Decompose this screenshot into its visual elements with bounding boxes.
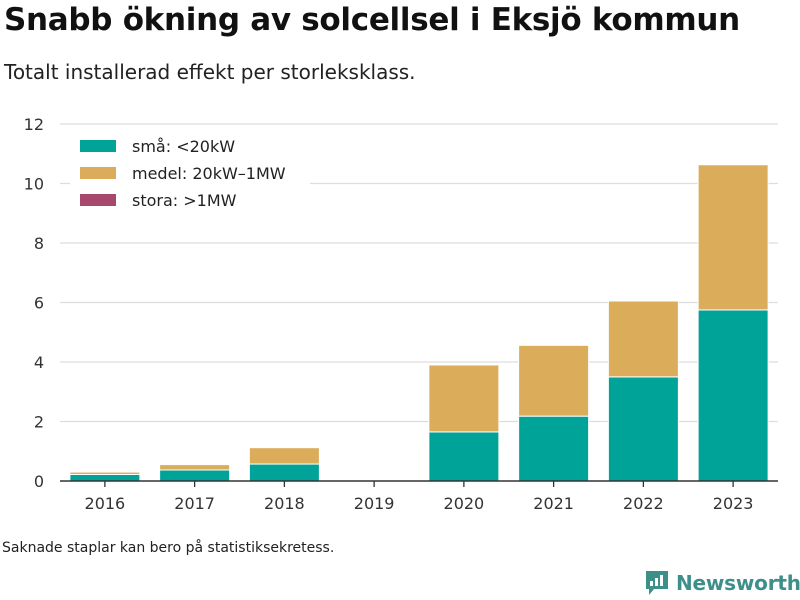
y-tick-label-2: 2 [34, 413, 44, 432]
bar-2018-series-0 [248, 463, 320, 482]
bar-2020-series-0 [428, 431, 500, 482]
x-tick-label-2020: 2020 [444, 494, 485, 513]
legend: små: <20kW medel: 20kW–1MW stora: >1MW [70, 133, 310, 213]
chart-subtitle: Totalt installerad effekt per storlekskl… [4, 60, 416, 84]
bar-2022-series-0 [607, 376, 679, 482]
x-axis-ticks: 2016 2017 2018 2019 2020 2021 2022 2023 [85, 481, 754, 513]
bar-2020-series-1 [428, 364, 500, 433]
bar-2023-series-0 [697, 309, 769, 482]
y-tick-label-12: 12 [24, 115, 44, 134]
legend-label-2: stora: >1MW [132, 191, 237, 210]
y-tick-label-4: 4 [34, 353, 44, 372]
bar-2018-series-1 [248, 447, 320, 465]
x-tick-label-2022: 2022 [623, 494, 664, 513]
legend-swatch-1 [80, 167, 116, 179]
legend-label-0: små: <20kW [132, 137, 235, 156]
x-tick-label-2016: 2016 [85, 494, 126, 513]
chart-title: Snabb ökning av solcellsel i Eksjö kommu… [4, 2, 740, 38]
bar-2023-series-1 [697, 164, 769, 311]
bar-2016-series-1 [69, 471, 141, 475]
legend-label-1: medel: 20kW–1MW [132, 164, 286, 183]
y-tick-label-0: 0 [34, 472, 44, 491]
x-tick-label-2019: 2019 [354, 494, 395, 513]
x-tick-label-2021: 2021 [533, 494, 574, 513]
y-tick-label-10: 10 [24, 175, 44, 194]
bar-2021-series-1 [518, 344, 590, 417]
bar-2017-series-1 [159, 464, 231, 471]
y-axis-ticks: 0 2 4 6 8 10 12 [24, 115, 44, 491]
legend-swatch-0 [80, 140, 116, 152]
y-tick-label-8: 8 [34, 234, 44, 253]
x-tick-label-2017: 2017 [174, 494, 215, 513]
brand-name: Newsworthy [676, 571, 800, 595]
bar-2021-series-0 [518, 415, 590, 482]
y-tick-label-6: 6 [34, 294, 44, 313]
newsworthy-logo[interactable]: Newsworthy [644, 569, 800, 597]
bar-2017-series-0 [159, 469, 231, 482]
newsworthy-logo-icon [646, 571, 668, 595]
bar-2022-series-1 [607, 300, 679, 378]
bars [69, 164, 769, 482]
x-tick-label-2018: 2018 [264, 494, 305, 513]
x-tick-label-2023: 2023 [713, 494, 754, 513]
bar-2016-series-0 [69, 473, 141, 482]
footnote: Saknade staplar kan bero på statistiksek… [2, 540, 335, 556]
legend-swatch-2 [80, 194, 116, 206]
